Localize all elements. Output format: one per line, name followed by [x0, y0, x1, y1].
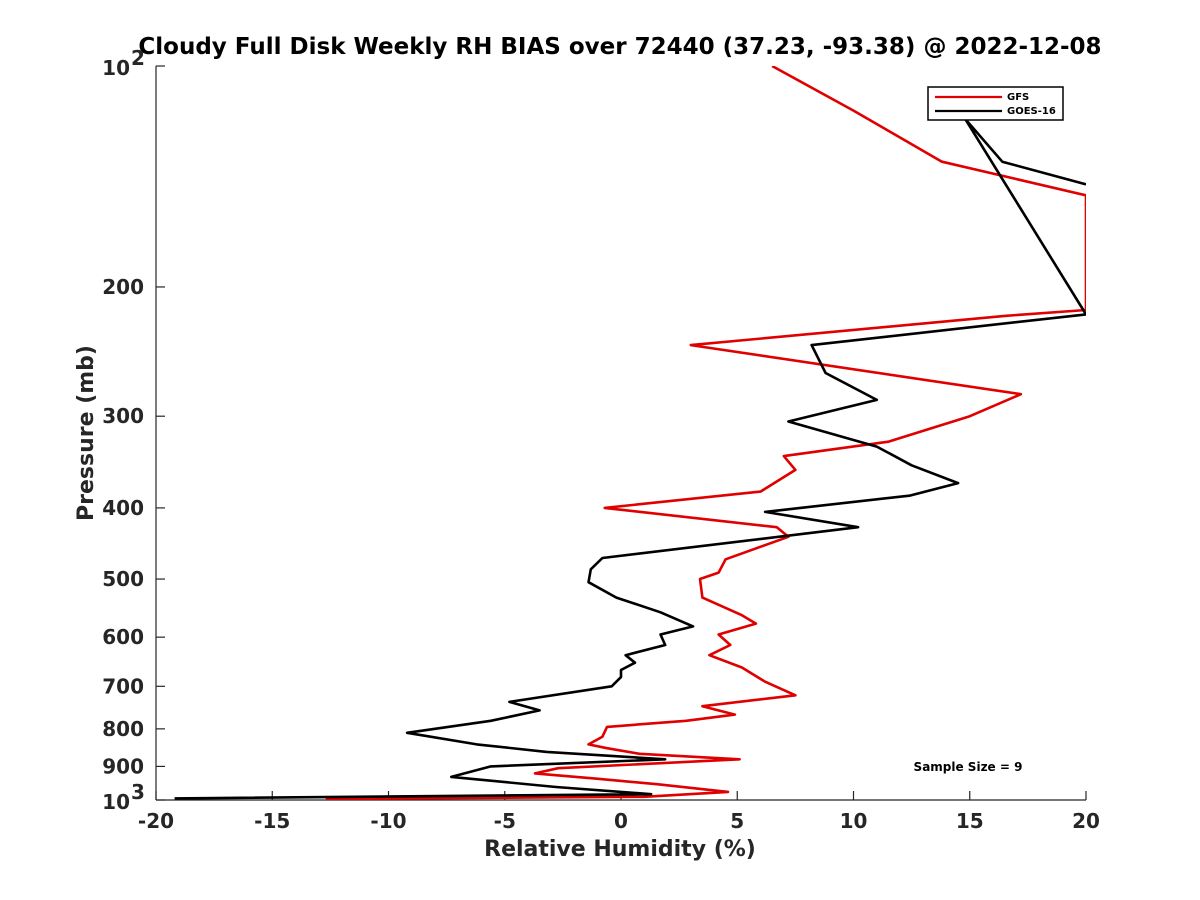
y-axis-label: Pressure (mb) [74, 345, 99, 521]
y-tick-label: 600 [102, 625, 144, 649]
y-decade-label-exponent: 2 [131, 46, 145, 70]
x-tick-label: 15 [956, 809, 984, 833]
y-tick-label: 900 [102, 754, 144, 778]
y-decade-label-base: 10 [102, 56, 130, 80]
y-decade-label-base: 10 [102, 790, 130, 814]
y-tick-label: 700 [102, 674, 144, 698]
legend-label-goes16: GOES-16 [1007, 106, 1056, 117]
y-tick-label: 300 [102, 404, 144, 428]
y-tick-label: 400 [102, 496, 144, 520]
x-tick-label: 10 [840, 809, 868, 833]
x-tick-label: -20 [138, 809, 174, 833]
series-line-goes16 [174, 117, 1086, 800]
chart-title: Cloudy Full Disk Weekly RH BIAS over 724… [138, 34, 1101, 60]
legend-box [927, 86, 1064, 121]
x-tick-label: 5 [730, 809, 744, 833]
series-line-gfs [325, 66, 1086, 800]
series-layer [174, 66, 1086, 800]
x-tick-label: 20 [1072, 809, 1100, 833]
x-tick-label: 0 [614, 809, 628, 833]
x-tick-label: -5 [494, 809, 516, 833]
x-axis-label: Relative Humidity (%) [484, 837, 756, 862]
x-axis-ticks: -20 -15 -10 -5 0 5 10 15 20 [138, 791, 1100, 833]
legend: GFS GOES-16 [927, 86, 1064, 121]
sample-size-annotation: Sample Size = 9 [914, 760, 1023, 774]
legend-label-gfs: GFS [1007, 92, 1029, 103]
y-tick-label: 200 [102, 275, 144, 299]
x-tick-label: -15 [254, 809, 290, 833]
x-tick-label: -10 [370, 809, 406, 833]
y-tick-label: 500 [102, 567, 144, 591]
y-tick-label: 800 [102, 717, 144, 741]
plot-area [155, 66, 1086, 801]
y-decade-label-exponent: 3 [131, 780, 145, 804]
